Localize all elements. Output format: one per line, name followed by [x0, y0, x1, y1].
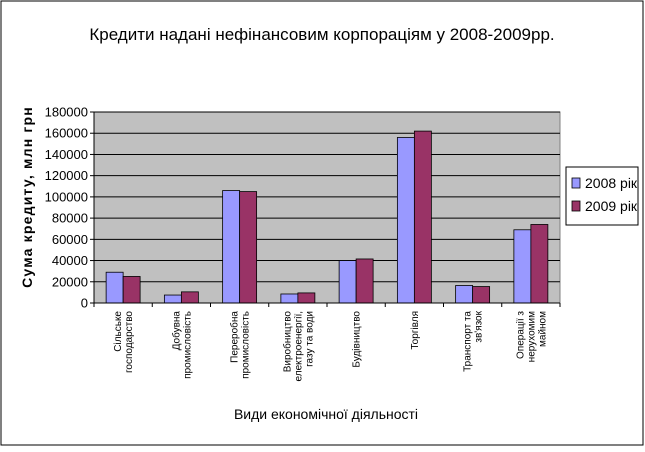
- x-tick-label-line: майном: [537, 311, 548, 347]
- y-tick-label: 100000: [45, 189, 88, 204]
- x-tick-label-line: промисловість: [182, 311, 193, 379]
- bar-2009: [180, 291, 199, 304]
- x-tick-label: Операції знерухомиммайном: [515, 311, 548, 363]
- x-tick-label-line: зв'язок: [474, 310, 485, 342]
- bar-2008: [455, 285, 474, 304]
- y-tick-label: 60000: [52, 232, 88, 247]
- x-tick-label: Добувнапромисловість: [170, 311, 193, 379]
- y-tick-label: 20000: [52, 274, 88, 289]
- x-tick-label-line: Виробництво: [281, 311, 293, 373]
- bar-2009: [297, 292, 316, 304]
- x-tick-label-line: газу та води: [304, 311, 315, 367]
- x-tick-label-line: електроенергії,: [293, 311, 304, 381]
- bar-2009: [355, 258, 374, 304]
- y-axis-label: Сума кредиту, млн грн: [19, 106, 35, 288]
- legend-box: [565, 166, 639, 226]
- x-tick-label-line: Сільське: [113, 311, 124, 352]
- x-tick-label: Транспорт тазв'язок: [463, 310, 485, 372]
- y-tick-label: 0: [81, 296, 88, 311]
- x-tick-label-line: Будівництво: [352, 311, 363, 368]
- bar-2008: [163, 294, 182, 304]
- x-tick-label: Сільськегосподарство: [113, 311, 135, 373]
- x-tick-label-line: Операції з: [515, 311, 526, 359]
- bar-2008: [222, 190, 241, 304]
- y-tick-label: 80000: [52, 211, 88, 226]
- y-tick-label: 120000: [45, 168, 88, 183]
- x-tick-label: Переробнапромисловість: [229, 311, 252, 379]
- x-tick-label-line: промисловість: [241, 311, 252, 379]
- bar-2009: [530, 224, 549, 304]
- y-tick-label: 180000: [45, 105, 88, 120]
- x-tick-label-line: Добувна: [170, 311, 182, 351]
- bar-2008: [513, 229, 532, 304]
- x-tick-label-line: Транспорт та: [463, 311, 474, 372]
- plot-background: [93, 111, 561, 304]
- plot-area: 0 20000 40000 60000 80000 100000 120000 140000 1…: [45, 105, 561, 382]
- x-tick-label: Торгівля: [410, 311, 421, 350]
- bar-2008: [280, 293, 299, 304]
- bar-2009: [472, 286, 491, 304]
- bar-2009: [122, 276, 141, 304]
- legend-swatch: [571, 177, 581, 189]
- chart-title: Кредити надані нефінансовим корпораціям …: [89, 25, 554, 44]
- x-tick-label: Виробництвоелектроенергії,газу та води: [281, 311, 315, 382]
- y-tick-label: 160000: [45, 126, 88, 141]
- x-tick-label: Будівництво: [352, 311, 363, 368]
- legend-label: 2009 рік: [585, 198, 638, 214]
- x-tick-label-line: нерухомим: [526, 311, 537, 362]
- legend-swatch: [571, 200, 581, 212]
- y-tick-label: 140000: [45, 147, 88, 162]
- legend: 2008 рік 2009 рік: [565, 166, 639, 226]
- y-tick-label: 40000: [52, 253, 88, 268]
- x-axis-label: Види економічної діяльності: [234, 406, 418, 422]
- bar-2009: [239, 191, 258, 304]
- x-tick-label-line: Торгівля: [410, 311, 421, 350]
- legend-label: 2008 рік: [585, 175, 638, 191]
- bar-2009: [413, 130, 432, 304]
- bar-2008: [396, 137, 415, 304]
- bar-2008: [105, 271, 124, 304]
- x-tick-label-line: Переробна: [229, 311, 241, 363]
- x-tick-label-line: господарство: [124, 311, 135, 373]
- bar-2008: [338, 260, 357, 304]
